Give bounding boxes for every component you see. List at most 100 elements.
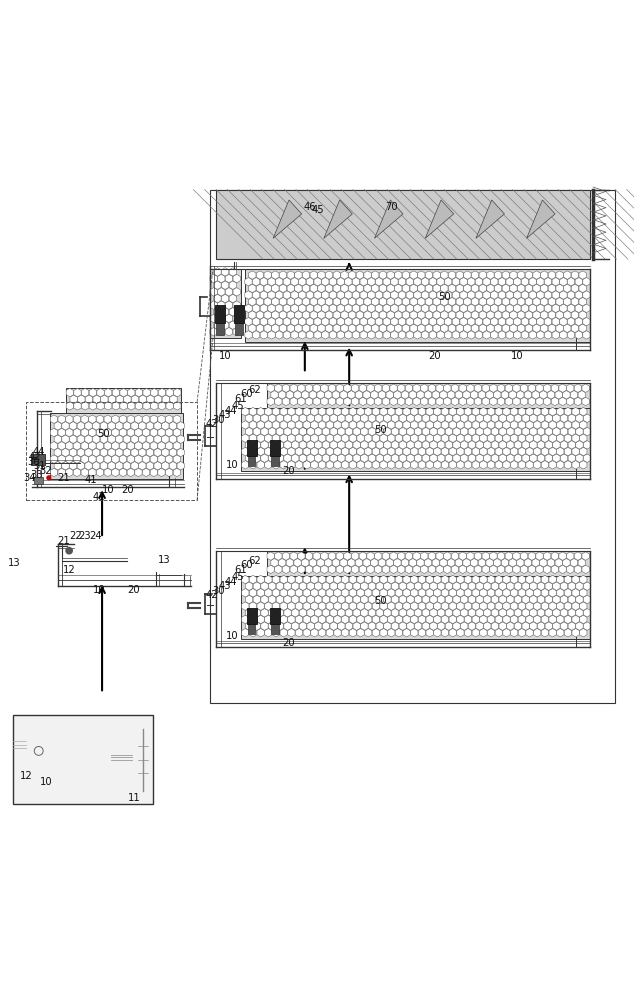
Text: 20: 20 bbox=[429, 351, 441, 361]
Polygon shape bbox=[540, 297, 548, 306]
Text: 34: 34 bbox=[23, 473, 36, 483]
Polygon shape bbox=[288, 461, 295, 469]
Polygon shape bbox=[387, 284, 394, 293]
Polygon shape bbox=[302, 324, 310, 333]
Polygon shape bbox=[441, 447, 449, 456]
Polygon shape bbox=[379, 324, 387, 333]
Polygon shape bbox=[478, 559, 486, 567]
Polygon shape bbox=[406, 331, 413, 339]
Polygon shape bbox=[525, 284, 533, 293]
Polygon shape bbox=[553, 441, 560, 449]
Polygon shape bbox=[299, 414, 307, 422]
Polygon shape bbox=[307, 414, 314, 422]
Polygon shape bbox=[340, 391, 347, 399]
Polygon shape bbox=[491, 331, 498, 339]
Polygon shape bbox=[267, 397, 274, 406]
Polygon shape bbox=[557, 461, 564, 469]
Text: 42: 42 bbox=[205, 590, 218, 600]
Polygon shape bbox=[533, 447, 541, 456]
Polygon shape bbox=[468, 609, 476, 617]
Polygon shape bbox=[54, 422, 62, 430]
Text: 24: 24 bbox=[90, 531, 102, 541]
Polygon shape bbox=[62, 448, 69, 457]
Polygon shape bbox=[422, 609, 429, 617]
Polygon shape bbox=[497, 384, 505, 392]
Polygon shape bbox=[314, 278, 321, 286]
Polygon shape bbox=[518, 271, 525, 279]
Polygon shape bbox=[396, 447, 403, 456]
Polygon shape bbox=[471, 559, 478, 567]
Polygon shape bbox=[390, 384, 398, 392]
Polygon shape bbox=[371, 391, 378, 399]
Polygon shape bbox=[154, 448, 161, 457]
Polygon shape bbox=[306, 291, 314, 299]
Polygon shape bbox=[324, 200, 352, 238]
Polygon shape bbox=[403, 421, 410, 429]
Polygon shape bbox=[583, 278, 590, 286]
Polygon shape bbox=[521, 291, 529, 299]
Polygon shape bbox=[275, 565, 282, 574]
Polygon shape bbox=[283, 291, 291, 299]
Polygon shape bbox=[364, 324, 371, 333]
Polygon shape bbox=[298, 397, 305, 406]
Polygon shape bbox=[375, 552, 382, 560]
Polygon shape bbox=[430, 454, 437, 462]
Polygon shape bbox=[269, 414, 276, 422]
Polygon shape bbox=[565, 602, 572, 610]
Polygon shape bbox=[460, 609, 468, 617]
Polygon shape bbox=[261, 595, 268, 604]
Polygon shape bbox=[476, 427, 483, 436]
Polygon shape bbox=[549, 447, 556, 456]
Polygon shape bbox=[380, 615, 387, 624]
Polygon shape bbox=[437, 304, 444, 313]
Polygon shape bbox=[367, 565, 374, 574]
Polygon shape bbox=[437, 278, 444, 286]
Polygon shape bbox=[283, 317, 291, 326]
Polygon shape bbox=[364, 575, 372, 584]
Polygon shape bbox=[387, 602, 395, 610]
Polygon shape bbox=[514, 317, 521, 326]
Polygon shape bbox=[468, 622, 476, 630]
Text: 32: 32 bbox=[39, 466, 52, 476]
Polygon shape bbox=[482, 384, 490, 392]
Polygon shape bbox=[495, 629, 502, 637]
Polygon shape bbox=[214, 308, 221, 316]
Polygon shape bbox=[344, 552, 351, 560]
Polygon shape bbox=[314, 427, 322, 436]
Polygon shape bbox=[210, 314, 217, 323]
Polygon shape bbox=[545, 454, 552, 462]
Polygon shape bbox=[330, 278, 337, 286]
Polygon shape bbox=[336, 565, 344, 574]
Polygon shape bbox=[314, 304, 321, 313]
Polygon shape bbox=[174, 402, 181, 410]
Polygon shape bbox=[488, 629, 495, 637]
Polygon shape bbox=[295, 447, 303, 456]
Polygon shape bbox=[548, 271, 556, 279]
Polygon shape bbox=[493, 391, 501, 399]
Polygon shape bbox=[472, 421, 479, 429]
Polygon shape bbox=[584, 454, 591, 462]
Polygon shape bbox=[511, 434, 518, 442]
Polygon shape bbox=[474, 552, 482, 560]
Polygon shape bbox=[522, 414, 530, 422]
Polygon shape bbox=[298, 565, 305, 574]
Polygon shape bbox=[372, 434, 380, 442]
Polygon shape bbox=[398, 384, 405, 392]
Polygon shape bbox=[391, 331, 398, 339]
Polygon shape bbox=[382, 384, 389, 392]
Polygon shape bbox=[313, 397, 321, 406]
Polygon shape bbox=[518, 434, 526, 442]
Polygon shape bbox=[338, 609, 345, 617]
Polygon shape bbox=[460, 441, 468, 449]
Polygon shape bbox=[257, 615, 264, 624]
Polygon shape bbox=[565, 461, 572, 469]
Polygon shape bbox=[334, 434, 341, 442]
Polygon shape bbox=[287, 324, 295, 333]
Polygon shape bbox=[253, 595, 260, 604]
Polygon shape bbox=[150, 415, 157, 423]
Polygon shape bbox=[521, 384, 528, 392]
Polygon shape bbox=[299, 622, 307, 630]
Polygon shape bbox=[434, 575, 441, 584]
Polygon shape bbox=[394, 297, 402, 306]
Polygon shape bbox=[279, 311, 286, 319]
